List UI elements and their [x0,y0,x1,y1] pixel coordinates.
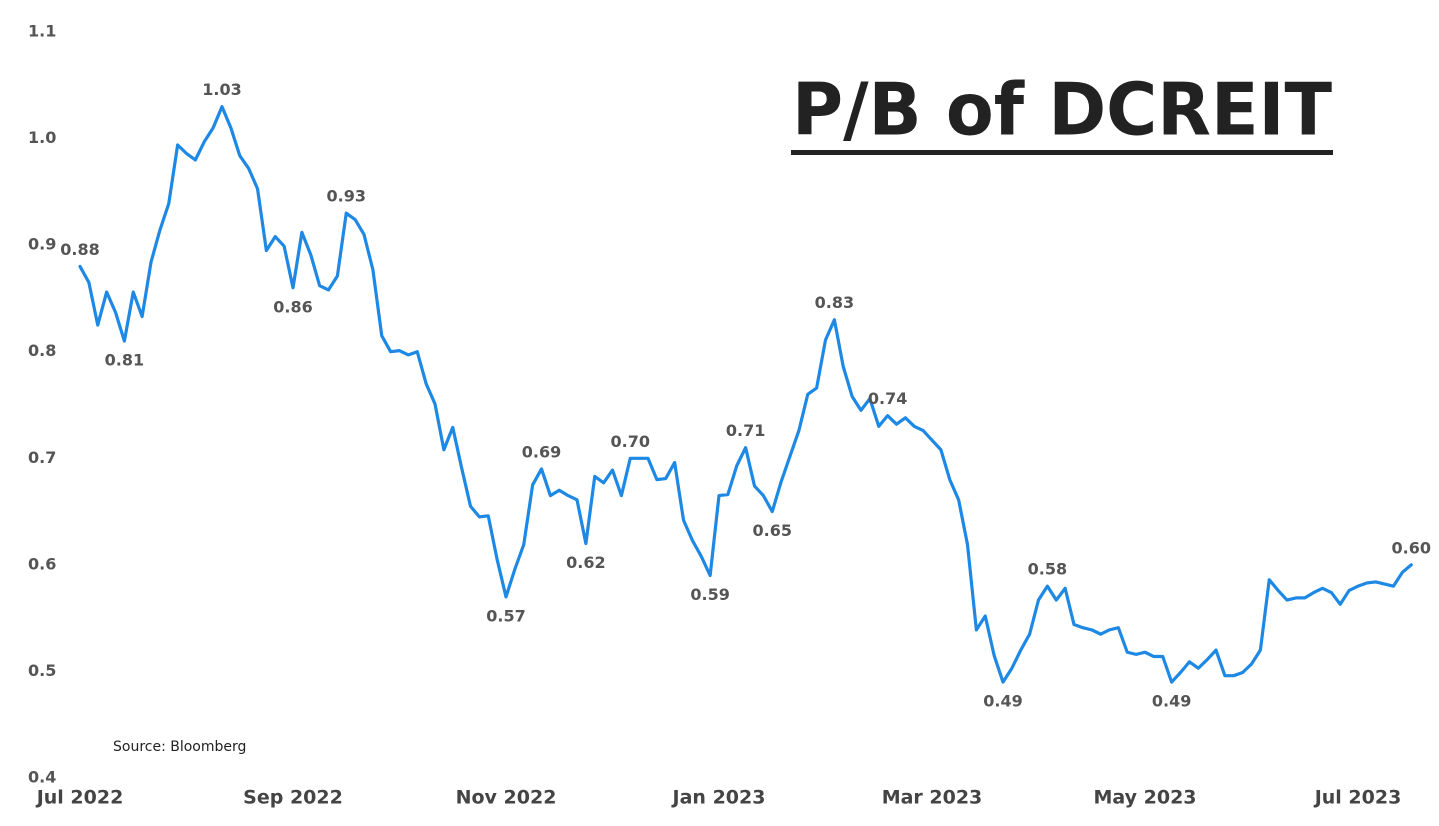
data-line [78,105,1413,684]
y-tick-label: 1.1 [28,22,56,41]
data-label: 0.65 [753,521,792,540]
data-label: 0.59 [690,585,729,604]
source-note: Source: Bloomberg [113,739,246,755]
title-underline [791,150,1333,155]
data-label: 0.83 [815,293,854,312]
x-tick-label: Jul 2022 [35,787,124,809]
data-label: 1.03 [202,80,241,99]
data-label: 0.86 [273,297,312,316]
chart-title: P/B of DCREIT [792,68,1332,152]
data-label: 0.58 [1028,560,1067,579]
x-tick-label: May 2023 [1093,787,1196,809]
data-label: 0.69 [522,442,561,461]
data-label: 0.57 [486,606,525,625]
data-label: 0.70 [611,432,650,451]
x-tick-label: Nov 2022 [456,787,557,809]
x-tick-label: Mar 2023 [882,787,983,809]
data-label: 0.93 [327,187,366,206]
y-tick-label: 0.8 [28,341,56,360]
y-tick-label: 0.9 [28,235,56,254]
data-label: 0.74 [868,389,907,408]
y-tick-label: 0.4 [28,768,56,787]
y-tick-label: 0.5 [28,661,56,680]
y-tick-label: 0.6 [28,554,56,573]
data-label: 0.49 [1152,692,1191,711]
x-tick-label: Sep 2022 [243,787,343,809]
y-tick-label: 0.7 [28,448,56,467]
data-label: 0.49 [983,692,1022,711]
data-label: 0.60 [1392,538,1431,557]
data-label: 0.88 [60,240,99,259]
x-tick-label: Jan 2023 [671,787,766,809]
y-tick-label: 1.0 [28,128,56,147]
x-tick-label: Jul 2023 [1313,787,1402,809]
data-label: 0.62 [566,553,605,572]
data-label: 0.81 [105,351,144,370]
data-label: 0.71 [726,421,765,440]
